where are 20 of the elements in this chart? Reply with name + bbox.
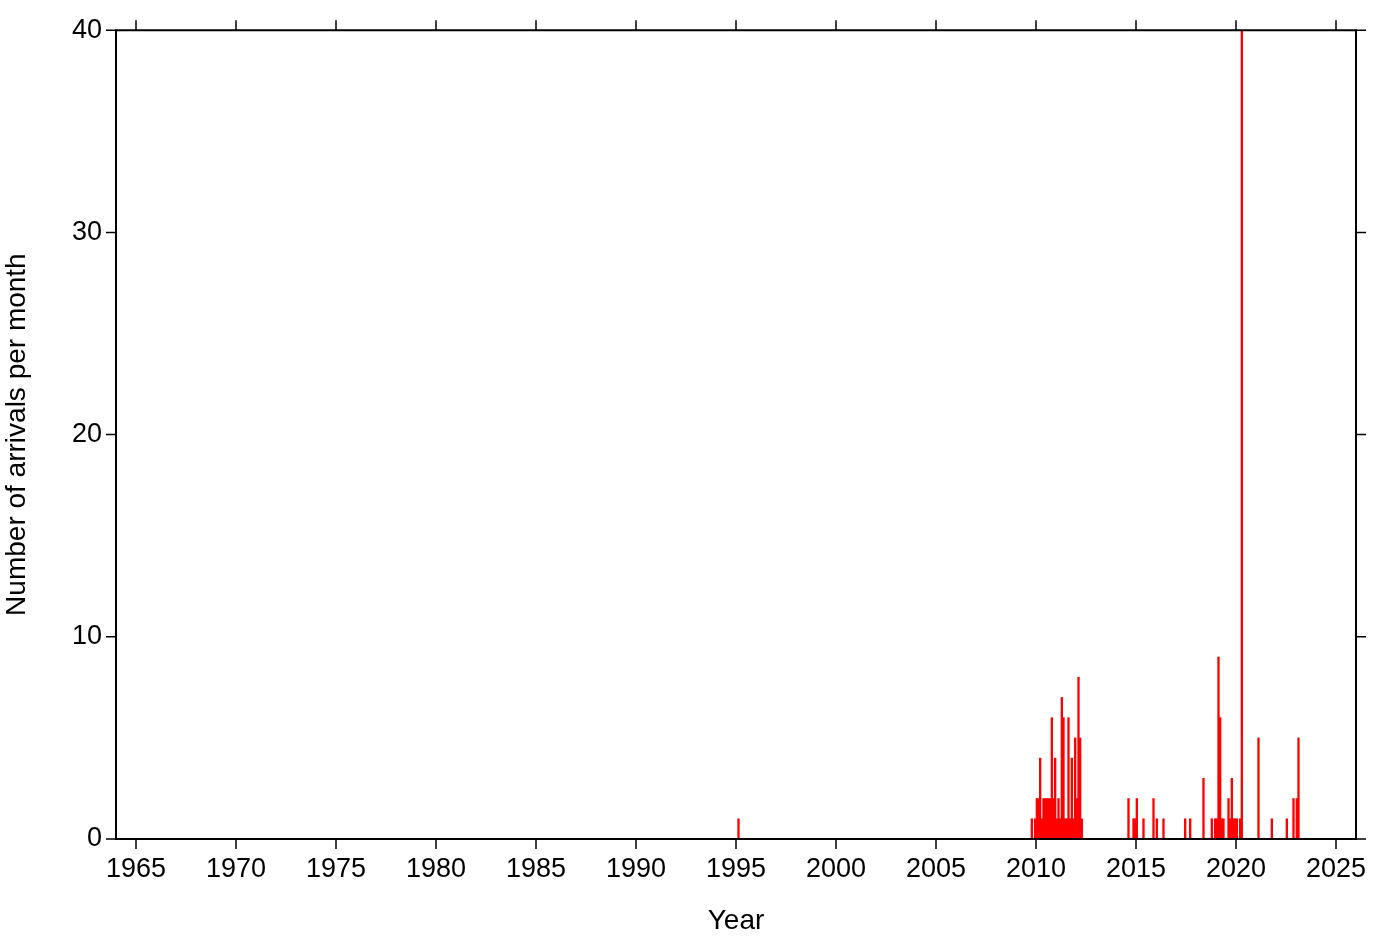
x-tick-label: 1995 — [705, 852, 767, 883]
x-tick-label: 2010 — [1005, 852, 1067, 883]
y-tick-label: 30 — [71, 215, 102, 246]
x-tick-label: 1985 — [505, 852, 567, 883]
x-tick-label: 1970 — [205, 852, 267, 883]
x-tick-label: 1965 — [105, 852, 167, 883]
x-tick-label: 2005 — [905, 852, 967, 883]
y-axis-title: Number of arrivals per month — [0, 253, 31, 616]
x-tick-label: 2000 — [805, 852, 867, 883]
y-tick-label: 40 — [71, 13, 102, 44]
x-tick-label: 2015 — [1105, 852, 1167, 883]
x-tick-label: 1990 — [605, 852, 667, 883]
x-tick-label: 1980 — [405, 852, 467, 883]
x-tick-label: 2020 — [1205, 852, 1267, 883]
y-tick-label: 10 — [71, 620, 102, 651]
x-tick-label: 1975 — [305, 852, 367, 883]
x-tick-label: 2025 — [1305, 852, 1367, 883]
y-tick-label: 0 — [86, 822, 102, 853]
y-tick-label: 20 — [71, 418, 102, 449]
x-axis-title: Year — [707, 903, 765, 935]
